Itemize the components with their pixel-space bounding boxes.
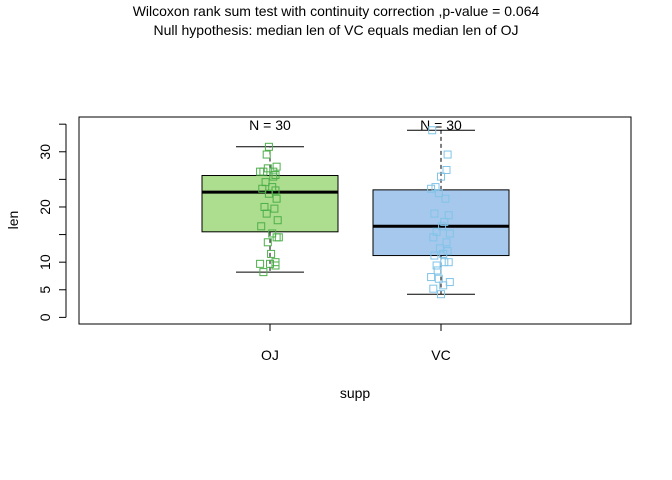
- box-oj: [201, 175, 339, 233]
- data-point: [441, 194, 450, 203]
- data-point: [271, 170, 280, 179]
- data-point: [269, 172, 278, 181]
- plot-frame: [78, 116, 632, 325]
- data-point: [256, 259, 265, 268]
- x-tick-label-vc: VC: [431, 347, 450, 363]
- data-point: [429, 284, 438, 293]
- data-point: [437, 172, 445, 181]
- data-point: [427, 184, 436, 193]
- data-point: [258, 184, 267, 193]
- data-point: [445, 229, 454, 238]
- data-point: [262, 209, 271, 218]
- data-point: [443, 150, 452, 159]
- x-axis-label: supp: [340, 385, 371, 401]
- data-point: [434, 189, 443, 198]
- x-tick-label-oj: OJ: [261, 347, 279, 363]
- data-point: [439, 249, 448, 258]
- data-point: [266, 259, 274, 268]
- data-point: [264, 142, 273, 151]
- data-point: [430, 251, 439, 260]
- data-point: [274, 233, 283, 242]
- data-point: [430, 209, 439, 218]
- points-layer: [256, 126, 454, 299]
- data-point: [264, 189, 273, 198]
- data-point: [263, 238, 272, 247]
- data-point: [433, 266, 442, 275]
- count-label-oj: N = 30: [249, 117, 291, 133]
- data-point: [442, 238, 451, 247]
- data-point: [439, 281, 448, 290]
- data-point: [427, 273, 436, 282]
- y-tick-label: 20: [37, 199, 53, 215]
- x-axis: OJ VC: [261, 324, 451, 363]
- y-tick-label: 30: [37, 144, 53, 160]
- chart-subtitle: Null hypothesis: median len of VC equals…: [154, 22, 519, 38]
- data-point: [442, 165, 451, 174]
- data-point: [438, 222, 447, 231]
- data-point: [434, 274, 443, 283]
- data-point: [432, 261, 441, 270]
- data-point: [257, 222, 266, 231]
- y-axis-label: len: [5, 211, 21, 230]
- chart-title: Wilcoxon rank sum test with continuity c…: [133, 3, 540, 19]
- data-point: [444, 211, 453, 220]
- data-point: [267, 249, 276, 258]
- data-point: [270, 204, 279, 213]
- y-tick-label: 0: [37, 313, 53, 321]
- data-point: [259, 268, 268, 277]
- data-point: [440, 258, 449, 267]
- data-point: [259, 167, 268, 176]
- boxes-layer: N = 30 N = 30: [201, 117, 510, 295]
- data-point: [440, 217, 449, 226]
- data-point: [443, 247, 452, 256]
- data-point: [271, 261, 280, 270]
- data-point: [272, 194, 281, 203]
- y-tick-label: 10: [37, 254, 53, 270]
- data-point: [444, 258, 453, 267]
- y-axis: 0 5 10 20 30: [37, 123, 67, 321]
- data-point: [429, 233, 438, 242]
- data-point: [445, 278, 454, 287]
- data-point: [273, 216, 282, 225]
- data-point: [262, 150, 271, 159]
- y-tick-label: 5: [37, 286, 53, 294]
- count-label-vc: N = 30: [420, 117, 462, 133]
- data-point: [428, 126, 437, 135]
- data-point: [437, 290, 445, 299]
